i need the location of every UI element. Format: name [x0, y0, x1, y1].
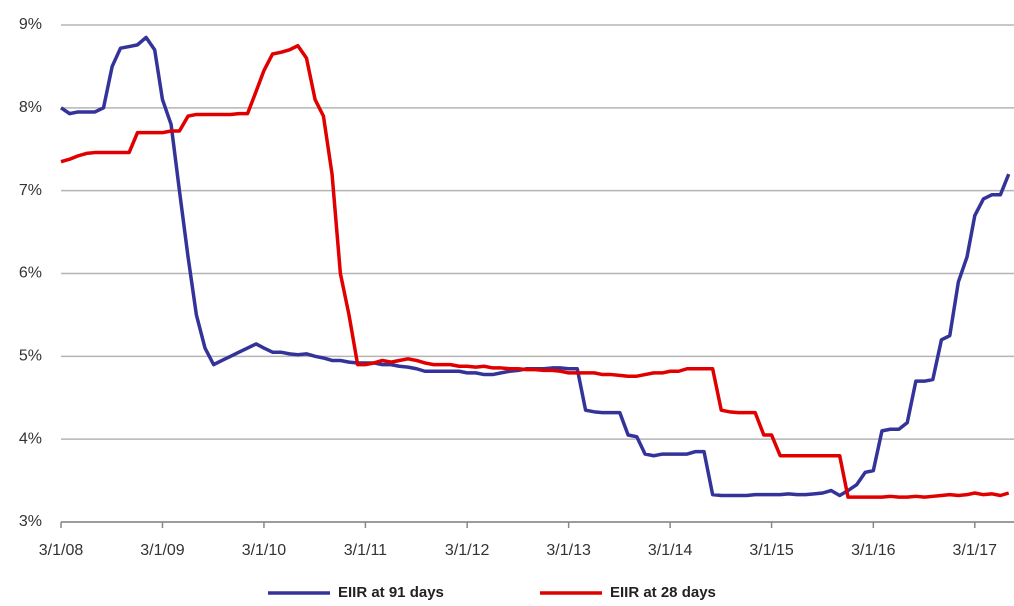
- x-tick-label: 3/1/10: [242, 542, 287, 559]
- y-tick-label: 7%: [19, 182, 42, 199]
- x-tick-label: 3/1/15: [749, 542, 794, 559]
- series-line: [60, 35, 1011, 498]
- x-tick-label: 3/1/13: [546, 542, 591, 559]
- x-tick-label: 3/1/14: [648, 542, 693, 559]
- x-tick-label: 3/1/16: [851, 542, 896, 559]
- legend-label: EIIR at 28 days: [610, 584, 716, 601]
- y-tick-label: 4%: [19, 430, 42, 447]
- y-tick-label: 8%: [19, 99, 42, 116]
- legend-label: EIIR at 91 days: [338, 584, 444, 601]
- series-line: [60, 43, 1010, 499]
- x-tick-label: 3/1/12: [445, 542, 490, 559]
- x-tick-label: 3/1/17: [953, 542, 998, 559]
- x-tick-label: 3/1/09: [140, 542, 185, 559]
- x-tick-label: 3/1/08: [39, 542, 84, 559]
- x-tick-label: 3/1/11: [344, 542, 387, 559]
- y-tick-label: 9%: [19, 16, 42, 33]
- y-tick-label: 5%: [19, 348, 42, 365]
- y-tick-label: 3%: [19, 513, 42, 530]
- y-tick-label: 6%: [19, 265, 42, 282]
